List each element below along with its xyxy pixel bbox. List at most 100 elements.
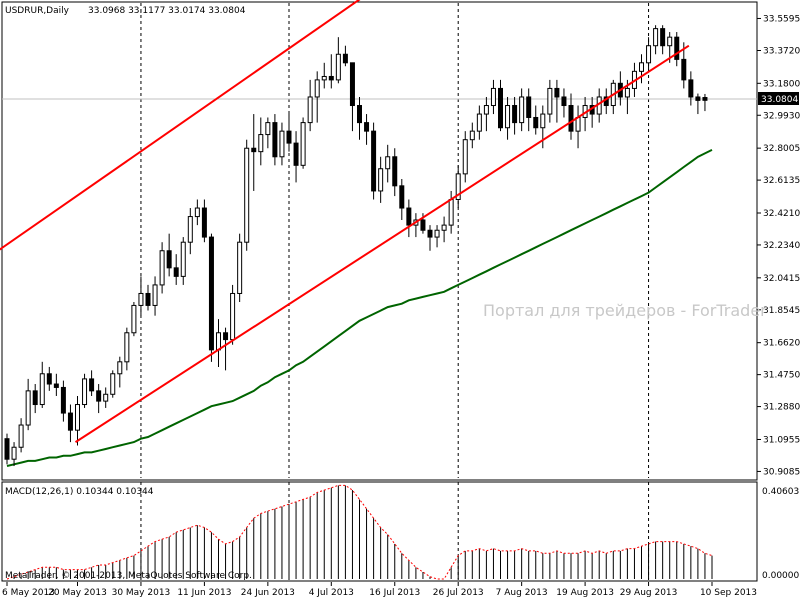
x-tick-label: 30 May 2013 <box>112 588 171 598</box>
candle <box>180 237 186 285</box>
candle-body-bullish <box>575 116 581 132</box>
candle <box>293 131 299 183</box>
candle-body-bearish <box>349 62 355 107</box>
symbol-label: USDRUR,Daily <box>5 6 70 16</box>
candle-body-bullish <box>490 87 496 107</box>
macd-label: MACD(12,26,1) 0.10344 0.10344 <box>5 487 154 497</box>
candle <box>455 165 461 209</box>
candle-body-bearish <box>53 383 59 388</box>
candle-body-bullish <box>653 28 659 47</box>
candle-body-bearish <box>60 386 66 414</box>
y-tick-label: 32.9930 <box>763 111 800 121</box>
candle-body-bearish <box>286 130 292 144</box>
candle <box>561 88 567 118</box>
candle <box>251 114 257 191</box>
candle-body-bullish <box>462 139 468 175</box>
candle <box>124 327 130 371</box>
candles <box>4 25 708 467</box>
candle <box>357 96 362 140</box>
candle <box>688 71 694 106</box>
candle <box>244 139 250 251</box>
period-separators <box>140 3 650 478</box>
y-tick-label: 32.6135 <box>763 176 800 186</box>
candle <box>230 284 236 345</box>
macd-max-label: 0.40603 <box>762 487 799 497</box>
moving-average <box>6 149 713 467</box>
macd-signal-path <box>6 484 713 580</box>
candle <box>498 79 503 132</box>
candle <box>265 117 271 149</box>
candle-body-bullish <box>265 122 271 136</box>
candle <box>110 370 116 398</box>
candle-body-bearish <box>208 236 214 351</box>
x-tick-label: 20 May 2013 <box>48 588 107 598</box>
candle-body-bearish <box>674 36 680 60</box>
candle-body-bullish <box>505 105 511 129</box>
price-axis: 33.5595 33.3720 33.1800 32.9930 32.8005 32.61… <box>757 14 800 477</box>
candle-body-bullish <box>124 332 130 363</box>
candle <box>279 122 285 166</box>
candle-body-bearish <box>357 105 362 124</box>
x-tick-label: 26 Jul 2013 <box>433 588 484 598</box>
trend-channel[interactable] <box>0 0 690 443</box>
price-panel[interactable]: 33.5595 33.3720 33.1800 32.9930 32.8005 32.61… <box>0 0 800 481</box>
candle <box>568 93 574 140</box>
candle <box>512 96 518 135</box>
candle-body-bearish <box>526 96 532 118</box>
candle <box>103 387 109 408</box>
y-tick-label: 33.5595 <box>763 14 800 24</box>
candle-body-bearish <box>681 58 687 81</box>
macd-signal-line <box>6 484 713 580</box>
y-tick-label: 31.4750 <box>763 371 800 381</box>
candle-body-bearish <box>498 87 503 129</box>
candle <box>349 62 355 132</box>
candle <box>533 105 539 135</box>
candle <box>526 88 532 132</box>
moving-average-line <box>6 149 713 467</box>
candle <box>399 178 405 220</box>
y-tick-label: 33.3720 <box>763 47 800 57</box>
candle <box>307 79 313 132</box>
candle-body-bullish <box>18 424 24 448</box>
candle <box>653 25 659 55</box>
candle <box>173 254 179 285</box>
candle-body-bearish <box>145 292 151 306</box>
macd-panel-frame <box>1 481 758 582</box>
candle <box>660 25 666 55</box>
y-tick-label: 32.0415 <box>763 274 800 284</box>
y-tick-label: 31.8545 <box>763 306 800 316</box>
candle <box>342 45 348 67</box>
candle-body-bearish <box>568 105 574 132</box>
trend-line-upper <box>0 0 361 251</box>
current-price-tag <box>758 92 799 105</box>
candle-body-bullish <box>279 130 285 158</box>
candle-body-bearish <box>695 96 701 101</box>
candle-body-bearish <box>392 156 398 187</box>
x-tick-label: 7 Aug 2013 <box>496 588 548 598</box>
candle <box>702 93 708 112</box>
candle-body-bearish <box>554 87 560 98</box>
candle-body-bullish <box>216 332 221 351</box>
candle <box>406 199 412 238</box>
y-tick-label: 32.2340 <box>763 241 800 251</box>
candle-body-bearish <box>223 332 229 341</box>
candle-body-bearish <box>533 116 539 129</box>
candle <box>476 105 482 140</box>
candle-body-bullish <box>82 378 88 406</box>
candle-body-bearish <box>4 438 10 460</box>
candle <box>53 373 59 396</box>
candle-body-bullish <box>180 241 186 277</box>
candle <box>138 276 144 316</box>
candle-body-bullish <box>75 404 80 431</box>
candle <box>152 276 158 316</box>
candle <box>75 395 80 446</box>
candle <box>237 233 243 303</box>
candle <box>131 302 137 337</box>
candle-body-bullish <box>476 113 482 132</box>
macd-panel[interactable]: MACD(12,26,1) 0.10344 0.10344 0.40603 0.… <box>1 481 799 582</box>
candle-body-bullish <box>159 250 165 286</box>
candle <box>117 356 123 388</box>
candle-body-bullish <box>131 304 137 334</box>
